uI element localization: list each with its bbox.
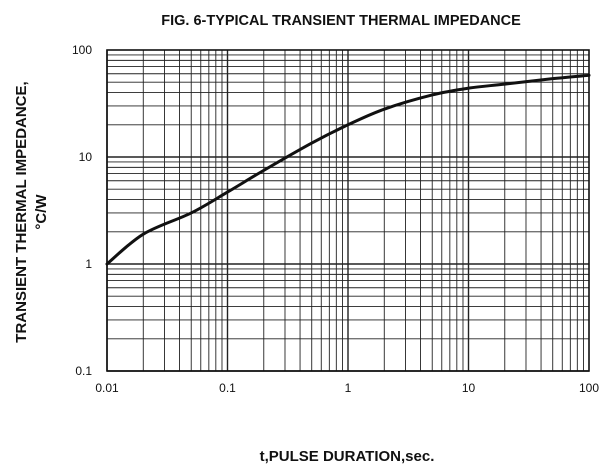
series-line-0 [105, 73, 591, 266]
y-axis-label-line2: °C/W [33, 194, 50, 230]
x-tick-label: 100 [579, 381, 599, 395]
y-axis-label-line1: TRANSIENT THERMAL IMPEDANCE, [13, 81, 30, 342]
x-tick-label: 0.01 [95, 381, 119, 395]
x-tick-labels: 0.01 0.1 1 10 100 [95, 381, 599, 395]
chart-title: FIG. 6-TYPICAL TRANSIENT THERMAL IMPEDAN… [161, 13, 521, 29]
y-tick-labels: 0.1 1 10 100 [72, 43, 92, 378]
grid [106, 50, 589, 372]
series-layer [105, 73, 591, 266]
x-axis-label: t,PULSE DURATION,sec. [260, 448, 435, 465]
y-tick-label: 10 [79, 150, 93, 164]
x-tick-label: 0.1 [219, 381, 236, 395]
y-tick-label: 1 [85, 257, 92, 271]
x-tick-label: 1 [345, 381, 352, 395]
plot-border [106, 49, 590, 372]
y-tick-label: 0.1 [75, 364, 92, 378]
x-tick-label: 10 [462, 381, 476, 395]
y-tick-label: 100 [72, 43, 92, 57]
plot-frame [106, 49, 590, 372]
